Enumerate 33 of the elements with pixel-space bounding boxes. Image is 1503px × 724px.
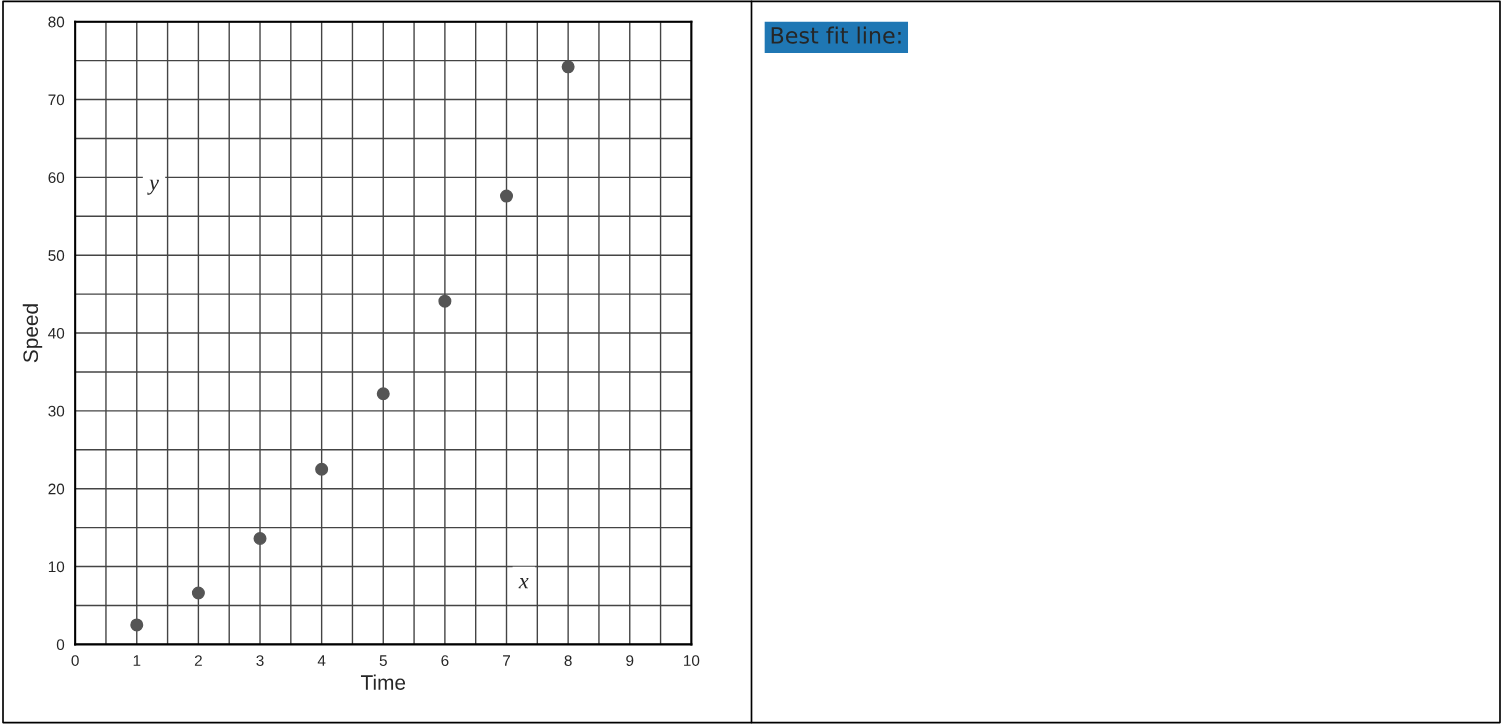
y-tick-label: 10 <box>48 561 65 573</box>
point <box>191 586 205 600</box>
x-tick-label: 0 <box>71 655 79 666</box>
y-tick-label: 30 <box>48 405 65 417</box>
point <box>438 294 452 308</box>
point <box>130 618 144 632</box>
y-tick-label: 40 <box>48 327 65 339</box>
y-tick-label: 80 <box>48 16 65 28</box>
y-tick-label: 60 <box>48 172 65 184</box>
point <box>315 462 329 476</box>
x-tick-label: 5 <box>379 655 387 666</box>
text: Best fit line: <box>771 26 901 44</box>
x-tick-label: 10 <box>684 655 700 666</box>
x-tick-label: 4 <box>317 655 326 666</box>
annotation: y <box>147 179 159 195</box>
x-tick-label: 2 <box>194 655 202 666</box>
x-tick-label: 8 <box>564 655 572 666</box>
point <box>376 387 390 401</box>
x-axis-title: Time <box>360 674 406 690</box>
point <box>500 189 514 203</box>
x-tick-label: 3 <box>256 655 264 666</box>
y-tick-label: 20 <box>48 483 65 495</box>
annotation: x <box>518 578 529 589</box>
x-tick-label: 7 <box>503 655 510 666</box>
point <box>561 60 575 74</box>
y-tick-label: 70 <box>48 94 65 106</box>
x-tick-label: 6 <box>441 655 449 666</box>
y-tick-label: 50 <box>48 250 65 261</box>
y-axis-title: Speed <box>22 304 43 363</box>
x-tick-label: 1 <box>133 655 141 666</box>
point <box>253 532 267 546</box>
x-tick-label: 9 <box>626 655 634 666</box>
y-tick-label: 0 <box>56 639 65 651</box>
